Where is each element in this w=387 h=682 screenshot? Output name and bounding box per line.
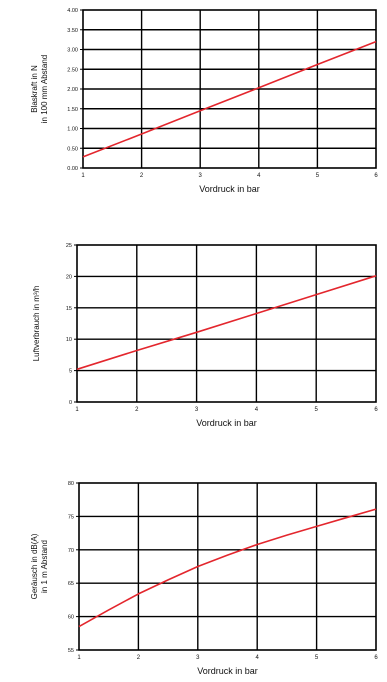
y-axis-label-line: Luftverbrauch in m³/h bbox=[32, 286, 41, 362]
x-tick-label: 3 bbox=[196, 655, 200, 661]
y-tick-label: 25 bbox=[66, 243, 72, 249]
y-tick-label: 5 bbox=[69, 369, 72, 375]
y-tick-label: 3.50 bbox=[67, 28, 78, 34]
x-tick-label: 4 bbox=[256, 655, 260, 661]
x-tick-label: 1 bbox=[75, 407, 79, 413]
x-tick-label: 1 bbox=[77, 655, 81, 661]
y-tick-label: 1.50 bbox=[67, 107, 78, 113]
y-tick-label: 80 bbox=[68, 481, 74, 487]
y-axis-label-line: in 1 m Abstand bbox=[40, 540, 49, 593]
x-tick-label: 5 bbox=[315, 655, 319, 661]
y-tick-label: 10 bbox=[66, 337, 72, 343]
x-tick-label: 1 bbox=[81, 173, 85, 179]
y-tick-label: 0 bbox=[69, 400, 72, 406]
chart-3: 1 2 3 4 5 6 55 60 65 70 75 80 Vordruck in bar Geräusc… bbox=[30, 481, 378, 676]
y-tick-label: 4.00 bbox=[67, 8, 78, 14]
y-axis-label-line: in 100 mm Abstand bbox=[40, 55, 49, 123]
y-tick-label: 15 bbox=[66, 306, 72, 312]
y-axis-label-line: Blaskraft in N bbox=[30, 65, 39, 113]
y-tick-label: 0.50 bbox=[67, 146, 78, 152]
x-tick-label: 6 bbox=[374, 407, 378, 413]
y-tick-label: 70 bbox=[68, 548, 74, 554]
x-tick-label: 3 bbox=[199, 173, 203, 179]
y-tick-label: 65 bbox=[68, 581, 74, 587]
y-tick-label: 3.00 bbox=[67, 48, 78, 54]
x-tick-label: 2 bbox=[137, 655, 141, 661]
x-tick-label: 4 bbox=[255, 407, 259, 413]
x-tick-label: 4 bbox=[257, 173, 261, 179]
chart-1: 1 2 3 4 5 6 0.00 0.50 1.00 1.50 2.00 2.50 3.00 3.50 4.… bbox=[30, 8, 378, 194]
y-tick-label: 60 bbox=[68, 615, 74, 621]
y-tick-label: 0.00 bbox=[67, 166, 78, 172]
x-tick-label: 3 bbox=[195, 407, 199, 413]
x-axis-label: Vordruck in bar bbox=[196, 418, 257, 428]
y-axis-label-line: Geräusch in dB(A) bbox=[30, 533, 39, 599]
y-tick-label: 2.50 bbox=[67, 67, 78, 73]
x-axis-label: Vordruck in bar bbox=[197, 666, 258, 676]
y-tick-label: 20 bbox=[66, 274, 72, 280]
chart-2: 1 2 3 4 5 6 0 5 10 15 20 25 Vordruck in bar Luftverbr… bbox=[32, 243, 378, 428]
x-tick-label: 2 bbox=[140, 173, 144, 179]
x-tick-label: 5 bbox=[315, 407, 319, 413]
x-tick-label: 2 bbox=[135, 407, 139, 413]
y-tick-label: 2.00 bbox=[67, 87, 78, 93]
x-axis-label: Vordruck in bar bbox=[199, 184, 260, 194]
x-tick-label: 5 bbox=[316, 173, 320, 179]
y-tick-label: 55 bbox=[68, 648, 74, 654]
x-tick-label: 6 bbox=[374, 655, 378, 661]
y-tick-label: 75 bbox=[68, 514, 74, 520]
x-tick-label: 6 bbox=[374, 173, 378, 179]
y-tick-label: 1.00 bbox=[67, 127, 78, 133]
plot-frame bbox=[79, 483, 376, 650]
